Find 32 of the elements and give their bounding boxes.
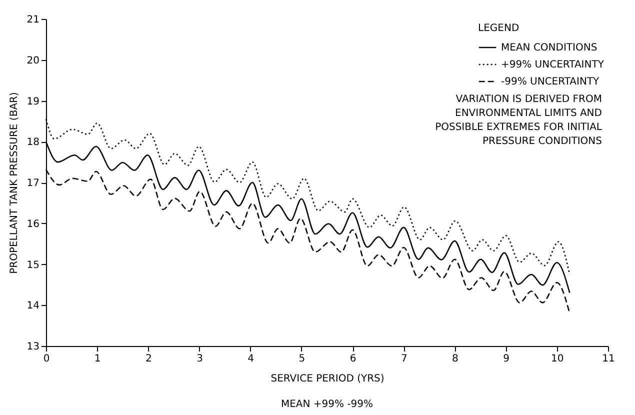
legend-title: LEGEND: [478, 23, 520, 34]
legend-label: -99% UNCERTAINTY: [501, 76, 600, 88]
x-tick-label: 0: [43, 354, 50, 364]
x-tick-label: 8: [452, 354, 458, 364]
text: MEAN +99% -99%: [280, 399, 374, 410]
x-tick-label: 11: [602, 354, 615, 364]
y-tick-label: 19: [26, 96, 40, 108]
y-axis-title: PROPELLANT TANK PRESSURE (BAR): [8, 92, 20, 274]
y-tick-label: 15: [26, 260, 40, 271]
y-tick-label: 20: [26, 55, 40, 66]
x-tick-label: 6: [350, 354, 356, 364]
x-tick-label: 7: [400, 354, 408, 364]
x-tick-label: 9: [503, 354, 510, 364]
y-tick-label: 16: [26, 218, 40, 230]
x-tick-label: 5: [298, 354, 306, 364]
y-tick-label: 13: [26, 342, 40, 352]
x-axis-title: SERVICE PERIOD (YRS): [270, 374, 384, 384]
x-tick-label: 4: [248, 354, 254, 364]
legend-label: +99% UNCERTAINTY: [501, 60, 605, 70]
x-tick-label: 2: [145, 354, 152, 364]
y-tick-label: 18: [26, 137, 40, 148]
x-tick-label: 3: [196, 354, 203, 364]
x-tick-label: 1: [94, 354, 101, 364]
x-tick-label: 10: [551, 354, 564, 364]
annotation: VARIATION IS DERIVED FROM: [456, 94, 602, 105]
annotation: POSSIBLE EXTREMES FOR INITIAL: [435, 122, 602, 133]
y-tick-label: 17: [26, 178, 40, 189]
y-tick-label: 14: [26, 300, 40, 312]
annotation: PRESSURE CONDITIONS: [482, 136, 602, 147]
legend-label: MEAN CONDITIONS: [501, 42, 598, 54]
y-tick-label: 21: [26, 14, 40, 26]
annotation: ENVIRONMENTAL LIMITS AND: [455, 108, 602, 119]
